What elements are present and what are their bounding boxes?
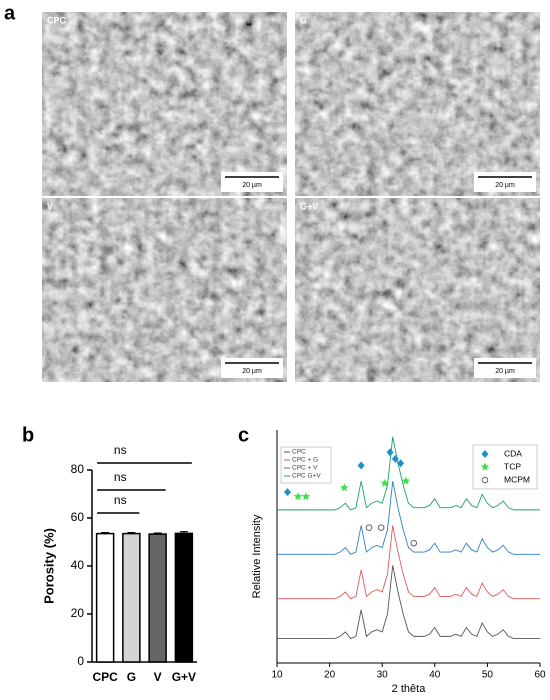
bar	[95, 532, 115, 663]
scale-label: 20 µm	[242, 182, 262, 189]
sem-label: CPC	[47, 15, 67, 25]
sem-label: G	[300, 15, 307, 25]
scale-label: 20 µm	[242, 368, 262, 375]
bar	[174, 532, 194, 663]
error-bar	[127, 532, 136, 535]
marker	[293, 492, 303, 501]
x-tick-label: 10	[271, 670, 283, 681]
legend-label: CPC + V	[292, 465, 318, 472]
error-bar	[101, 532, 110, 535]
sem-image	[295, 198, 540, 382]
marker	[301, 492, 311, 501]
legend-label: CPC	[292, 449, 306, 456]
y-tick-label: 60	[71, 510, 85, 524]
sem-image	[42, 12, 287, 196]
legend-label: CDA	[504, 448, 522, 458]
x-tick-label: G	[127, 670, 136, 684]
plots: 0 20 40 60 80 Porosity (%) CPC G V G+V ns ns ns 10 20 3…	[41, 430, 546, 695]
x-tick-label: 60	[534, 670, 546, 681]
panel-label: a	[4, 2, 16, 24]
sem-label: V	[47, 201, 53, 211]
panel-label: c	[238, 424, 249, 446]
y-tick-label: 20	[71, 606, 85, 620]
bar	[122, 532, 141, 663]
marker	[340, 483, 349, 492]
marker	[401, 476, 411, 485]
x-tick-label: 50	[482, 670, 494, 681]
scale-label: 20 µm	[495, 182, 515, 189]
legend-label: CPC + G	[292, 457, 318, 464]
x-tick-label: CPC	[92, 670, 118, 684]
sem-image	[42, 198, 287, 382]
scale-label: 20 µm	[495, 368, 515, 375]
bar	[148, 533, 167, 663]
x-axis-label: 2 thêta	[392, 683, 427, 695]
significance-label: ns	[114, 470, 127, 484]
y-tick-label: 40	[71, 558, 85, 572]
series-line	[277, 525, 540, 600]
y-axis-label: Relative Intensity	[251, 514, 263, 598]
marker	[391, 454, 399, 463]
x-tick-label: 30	[377, 670, 389, 681]
x-tick-label: 40	[429, 670, 441, 681]
legend-label: CPC G+V	[292, 473, 321, 480]
marker	[397, 459, 405, 468]
marker	[480, 462, 490, 471]
legend-label: MCPM	[504, 474, 530, 484]
marker	[481, 450, 489, 458]
sem-label: G+V	[300, 201, 318, 211]
legend-label: TCP	[504, 461, 521, 471]
marker	[380, 478, 390, 487]
y-tick-label: 80	[71, 462, 85, 476]
series-line	[277, 565, 540, 640]
sem-image	[295, 12, 540, 196]
marker	[377, 524, 385, 531]
error-bar	[179, 531, 188, 536]
series-line	[277, 480, 540, 555]
significance-label: ns	[114, 493, 127, 507]
x-tick-label: V	[154, 670, 162, 684]
significance-label: ns	[114, 443, 127, 457]
marker	[357, 461, 365, 470]
marker	[410, 539, 418, 547]
marker	[365, 524, 373, 531]
marker	[481, 476, 489, 484]
x-tick-label: 20	[324, 670, 336, 681]
legend-box	[280, 446, 332, 484]
marker	[386, 448, 394, 457]
error-bar	[153, 532, 162, 536]
x-tick-label: G+V	[172, 670, 196, 684]
y-tick-label: 0	[77, 654, 84, 668]
panel-label: b	[22, 424, 34, 446]
marker	[284, 488, 292, 497]
y-axis-label: Porosity (%)	[41, 528, 56, 604]
series-line	[277, 436, 540, 511]
sem-images: CPC 20 µm G 20 µm V 20 µm G+V 20 µm	[42, 12, 540, 382]
